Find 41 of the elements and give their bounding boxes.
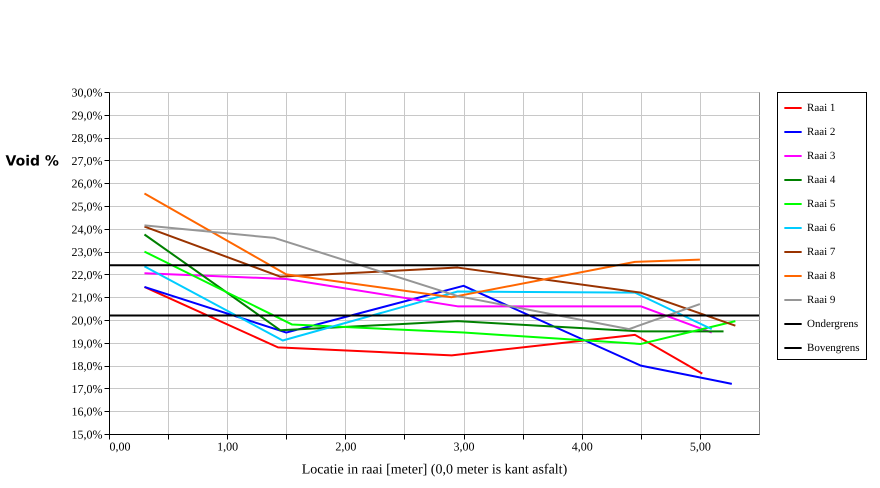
- x-tick-label: 4,00: [572, 440, 593, 454]
- y-tick-label: 19,0%: [72, 336, 102, 350]
- legend-label: Ondergrens: [807, 318, 858, 330]
- y-tick-label: 21,0%: [72, 290, 102, 305]
- legend-label: Raai 5: [807, 198, 836, 210]
- x-tick-label: 1,00: [217, 440, 238, 454]
- y-axis-title: Void %: [6, 154, 59, 170]
- y-tick-label: 17,0%: [72, 382, 102, 396]
- legend-label: Raai 9: [807, 294, 836, 306]
- y-tick-label: 22,0%: [72, 268, 102, 282]
- x-axis-title: Locatie in raai [meter] (0,0 meter is kant asfalt): [302, 462, 568, 478]
- x-tick-label: 5,00: [690, 440, 711, 454]
- y-tick-label: 18,0%: [72, 359, 102, 374]
- line-series: [143, 265, 713, 342]
- legend-label: Raai 8: [807, 270, 836, 282]
- y-tick-label: 29,0%: [72, 108, 102, 122]
- legend-label: Raai 4: [807, 174, 836, 186]
- y-tick-label: 30,0%: [72, 86, 102, 100]
- y-tick-label: 23,0%: [72, 245, 102, 260]
- x-tick-label: 2,00: [335, 440, 356, 454]
- y-tick-label: 16,0%: [72, 404, 102, 419]
- line-series: [143, 286, 704, 375]
- legend-label: Raai 6: [807, 222, 836, 234]
- legend-label: Raai 7: [807, 246, 836, 258]
- line-series: [143, 192, 701, 298]
- legend-label: Raai 1: [807, 102, 836, 114]
- y-tick-label: 20,0%: [72, 314, 102, 328]
- legend-label: Raai 2: [807, 126, 836, 138]
- y-tick-label: 27,0%: [72, 154, 102, 168]
- legend-label: Bovengrens: [807, 342, 860, 354]
- line-series: [143, 284, 733, 385]
- y-tick-label: 25,0%: [72, 200, 102, 214]
- y-tick-label: 15,0%: [72, 428, 102, 442]
- x-tick-label: 0,00: [110, 440, 130, 454]
- x-tick-label: 3,00: [454, 440, 475, 454]
- y-tick-label: 26,0%: [72, 176, 102, 191]
- y-tick-label: 28,0%: [72, 131, 102, 146]
- line-series: [143, 272, 713, 334]
- legend-label: Raai 3: [807, 150, 836, 162]
- y-tick-label: 24,0%: [72, 222, 102, 236]
- line-series: [143, 250, 736, 345]
